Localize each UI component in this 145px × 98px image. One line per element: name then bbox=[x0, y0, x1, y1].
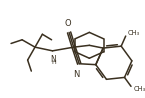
Text: O: O bbox=[65, 19, 71, 28]
Text: N: N bbox=[73, 70, 80, 79]
Text: CH₃: CH₃ bbox=[127, 30, 139, 36]
Text: N: N bbox=[51, 55, 56, 64]
Text: H: H bbox=[51, 60, 56, 65]
Text: CH₃: CH₃ bbox=[133, 86, 145, 92]
